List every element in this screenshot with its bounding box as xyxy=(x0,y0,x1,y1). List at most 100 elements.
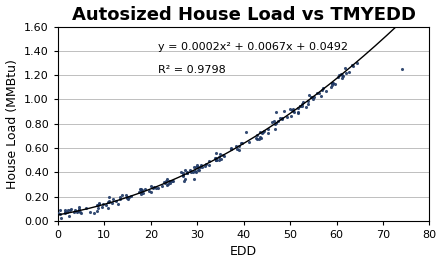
Point xyxy=(319,87,326,92)
Point xyxy=(220,154,227,158)
Point xyxy=(95,203,102,207)
Point xyxy=(236,144,243,148)
Point xyxy=(228,146,235,150)
Point xyxy=(193,165,200,169)
Point xyxy=(94,206,101,210)
Point xyxy=(105,195,112,199)
Point xyxy=(310,95,317,99)
Point xyxy=(75,205,82,209)
Point xyxy=(95,201,102,205)
Point xyxy=(165,182,172,186)
Point xyxy=(206,159,213,163)
Point xyxy=(238,141,245,145)
Point xyxy=(162,179,169,183)
Point xyxy=(180,179,187,183)
Point xyxy=(67,208,74,212)
Point xyxy=(183,171,191,176)
Point xyxy=(68,207,75,211)
Point xyxy=(145,188,152,193)
Point xyxy=(242,130,249,134)
Point xyxy=(57,212,64,216)
Point xyxy=(213,158,220,162)
Point xyxy=(150,185,157,189)
Point xyxy=(338,73,345,77)
Point xyxy=(149,186,156,191)
Point xyxy=(316,91,323,95)
Point xyxy=(322,88,329,93)
Point xyxy=(148,183,155,188)
Point xyxy=(246,140,253,144)
Point xyxy=(93,209,100,213)
Point xyxy=(194,163,201,167)
Point xyxy=(138,192,145,197)
Point xyxy=(76,210,83,214)
Point xyxy=(290,110,297,114)
Point xyxy=(339,74,347,79)
Point xyxy=(99,205,106,209)
Point xyxy=(309,97,316,101)
Point xyxy=(256,130,263,134)
Point xyxy=(201,164,208,169)
Point xyxy=(305,93,312,97)
Point xyxy=(182,168,189,172)
Point xyxy=(61,210,69,214)
Point xyxy=(70,210,77,214)
Point xyxy=(286,107,293,111)
Point xyxy=(65,214,72,218)
Point xyxy=(213,156,220,160)
Point xyxy=(163,177,170,181)
Point xyxy=(298,102,305,106)
Point xyxy=(255,137,262,141)
Point xyxy=(154,186,161,190)
Point xyxy=(253,136,260,140)
Point xyxy=(62,211,69,215)
Point xyxy=(195,168,202,172)
Point xyxy=(297,104,304,108)
Point xyxy=(217,152,224,156)
Point xyxy=(73,210,80,215)
Point xyxy=(179,171,187,175)
Point xyxy=(307,95,314,99)
Point xyxy=(278,116,285,120)
Point xyxy=(258,131,265,135)
Point xyxy=(158,184,165,188)
Point xyxy=(271,119,278,123)
Title: Autosized House Load vs TMYEDD: Autosized House Load vs TMYEDD xyxy=(72,6,415,23)
Point xyxy=(138,187,145,191)
Point xyxy=(109,197,116,201)
Point xyxy=(104,200,111,204)
Point xyxy=(183,170,191,175)
Point xyxy=(166,179,173,183)
Point xyxy=(335,73,343,77)
Point xyxy=(233,147,240,151)
Point xyxy=(329,81,336,85)
Point xyxy=(318,94,325,98)
Point xyxy=(55,210,62,215)
Point xyxy=(338,72,345,77)
Point xyxy=(57,215,65,220)
Point xyxy=(167,181,174,186)
Point xyxy=(125,197,132,201)
Point xyxy=(164,182,171,187)
Point xyxy=(194,168,201,172)
Point xyxy=(94,203,101,208)
Y-axis label: House Load (MMBtu): House Load (MMBtu) xyxy=(6,59,19,188)
Point xyxy=(212,157,219,162)
Point xyxy=(124,195,131,199)
Point xyxy=(273,109,280,114)
Point xyxy=(179,173,187,177)
Point xyxy=(91,211,98,215)
Point xyxy=(161,180,168,185)
Point xyxy=(329,81,336,86)
Point xyxy=(265,131,272,135)
Point xyxy=(257,135,264,140)
Point xyxy=(138,188,145,192)
Point xyxy=(87,210,94,214)
Point xyxy=(295,111,302,116)
Point xyxy=(309,95,316,99)
Point xyxy=(300,100,307,104)
Point xyxy=(329,81,336,85)
Point xyxy=(253,133,260,137)
Point xyxy=(334,75,341,79)
Point xyxy=(302,105,309,109)
